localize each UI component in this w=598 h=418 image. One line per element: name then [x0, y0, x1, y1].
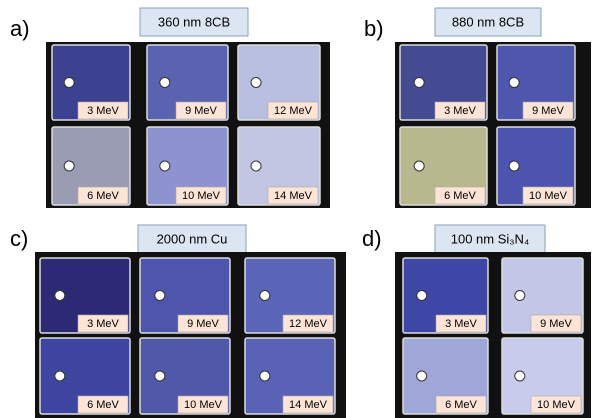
beam-spot	[417, 371, 427, 381]
beam-spot	[260, 291, 270, 301]
tile-label: 10 MeV	[184, 399, 223, 411]
tile-label: 14 MeV	[289, 399, 328, 411]
tile-label: 6 MeV	[87, 399, 119, 411]
beam-spot	[160, 161, 170, 171]
beam-spot	[155, 291, 165, 301]
beam-spot	[155, 371, 165, 381]
beam-spot	[417, 291, 427, 301]
tile-label: 9 MeV	[540, 318, 572, 330]
tile-label: 9 MeV	[187, 318, 219, 330]
tile-label: 14 MeV	[274, 190, 313, 202]
tile-label: 3 MeV	[87, 318, 119, 330]
panel-title: 360 nm 8CB	[158, 14, 230, 29]
panel-title: 880 nm 8CB	[452, 14, 524, 29]
beam-spot	[509, 78, 519, 88]
beam-spot	[160, 78, 170, 88]
beam-spot	[260, 371, 270, 381]
tile-label: 10 MeV	[529, 190, 568, 202]
beam-spot	[515, 371, 525, 381]
panel-letter: a)	[10, 16, 30, 41]
beam-spot	[251, 161, 261, 171]
tile-label: 12 MeV	[289, 318, 328, 330]
tile-label: 6 MeV	[444, 190, 476, 202]
beam-spot	[509, 161, 519, 171]
beam-spot	[414, 161, 424, 171]
tile-label: 6 MeV	[445, 399, 477, 411]
figure: a) 360 nm 8CB 3 MeV 9 MeV 12 MeV 6 MeV 10 MeV 1…	[0, 0, 598, 418]
beam-spot	[64, 78, 74, 88]
beam-spot	[414, 78, 424, 88]
tile-label: 6 MeV	[87, 190, 119, 202]
beam-spot	[64, 161, 74, 171]
tile-label: 3 MeV	[444, 105, 476, 117]
panel-title: 100 nm Si₃N₄	[451, 231, 530, 246]
panel-letter: d)	[362, 226, 382, 251]
beam-spot	[55, 291, 65, 301]
panel-letter: c)	[10, 226, 28, 251]
tile-label: 10 MeV	[537, 399, 576, 411]
tile-label: 3 MeV	[445, 318, 477, 330]
panel-title: 2000 nm Cu	[157, 231, 228, 246]
beam-spot	[515, 291, 525, 301]
tile-label: 10 MeV	[182, 190, 221, 202]
beam-spot	[55, 371, 65, 381]
tile-label: 9 MeV	[185, 105, 217, 117]
panel-letter: b)	[364, 16, 384, 41]
tile-label: 9 MeV	[532, 105, 564, 117]
tile-label: 12 MeV	[274, 105, 313, 117]
beam-spot	[251, 78, 261, 88]
tile-label: 3 MeV	[87, 105, 119, 117]
